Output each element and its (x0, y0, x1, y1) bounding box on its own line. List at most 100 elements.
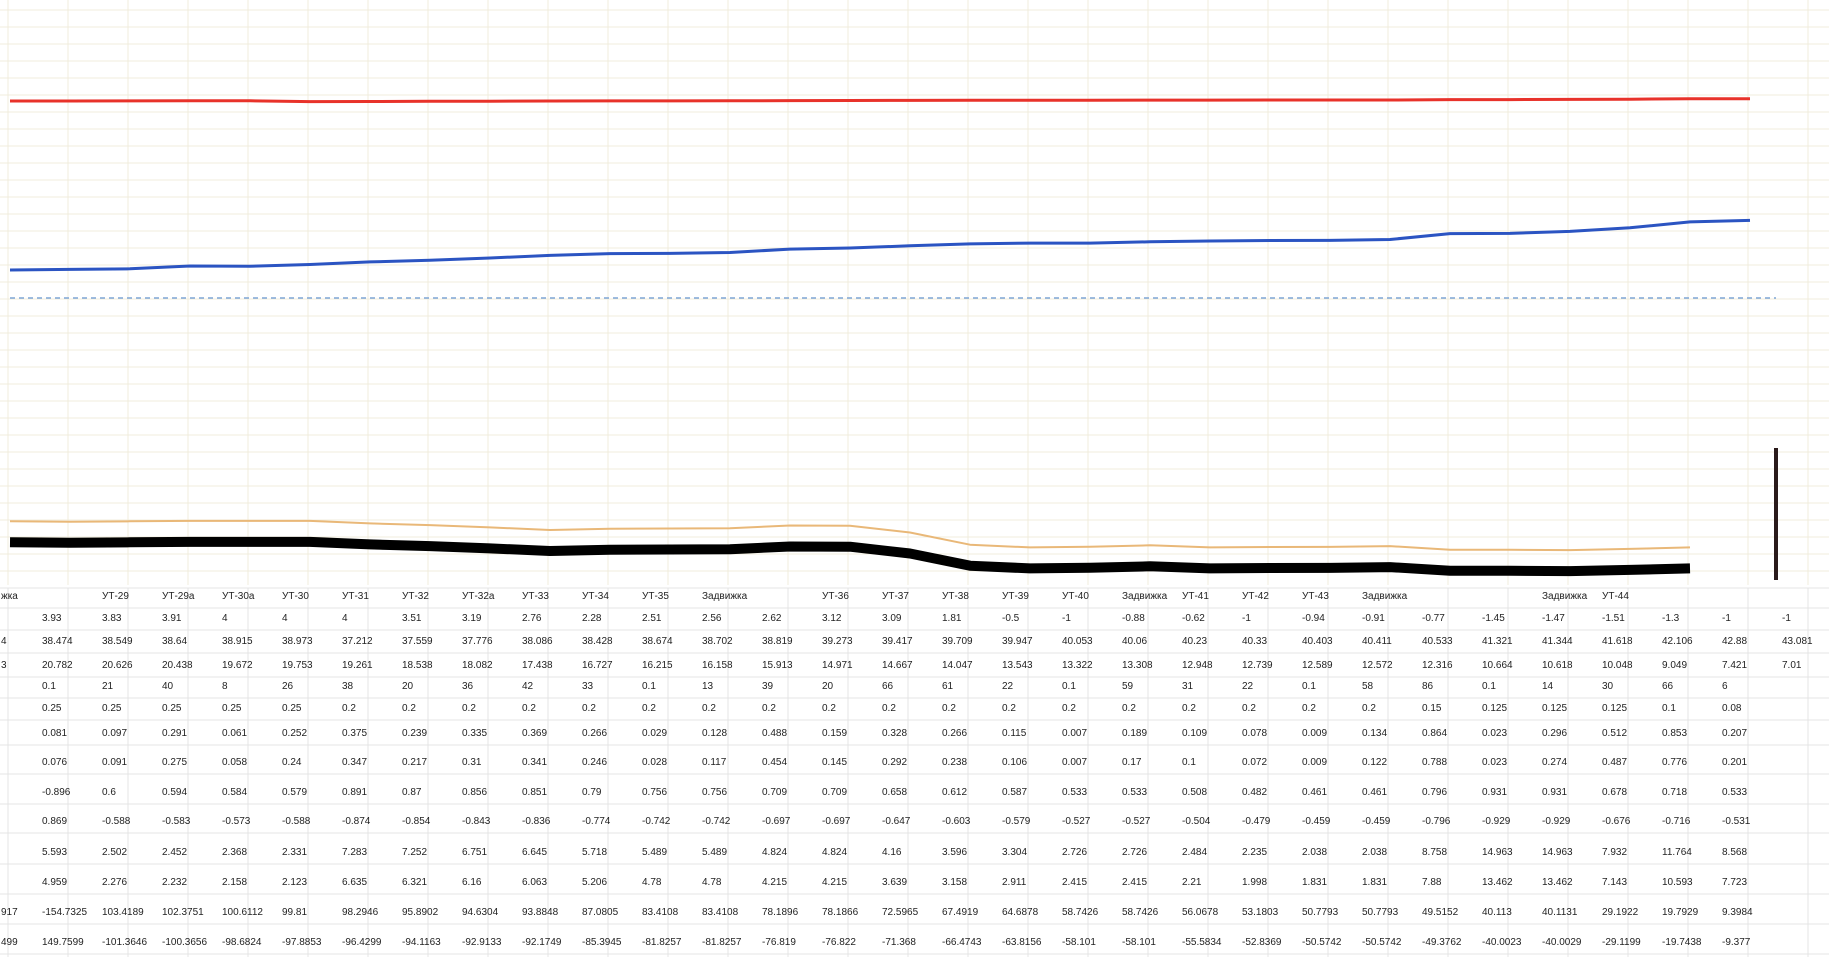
table-cell: 22 (1002, 681, 1014, 692)
table-cell: 40.403 (1302, 636, 1333, 647)
table-cell: 0.482 (1242, 787, 1267, 798)
table-cell: УТ-34 (582, 591, 609, 602)
table-cell: 1.81 (942, 613, 962, 624)
table-cell: 0.159 (822, 728, 847, 739)
table-cell: 50.7793 (1362, 907, 1399, 918)
table-cell: 20 (822, 681, 834, 692)
table-cell: 67.4919 (942, 907, 979, 918)
table-cell: -76.822 (822, 937, 856, 948)
table-cell: 2.21 (1182, 877, 1202, 888)
table-cell: 0.125 (1482, 703, 1507, 714)
table-cell: 2.51 (642, 613, 662, 624)
table-cell: 0.115 (1002, 728, 1027, 739)
table-cell: 0.512 (1602, 728, 1627, 739)
table-cell: -0.843 (462, 816, 491, 827)
table-cell: Задвижка (702, 591, 748, 602)
table-cell: -0.527 (1122, 816, 1151, 827)
table-cell: 40 (162, 681, 174, 692)
table-cell: 43.081 (1782, 636, 1813, 647)
table-cell: 5.593 (42, 847, 67, 858)
table-cell: 3.596 (942, 847, 967, 858)
table-cell: 29.1922 (1602, 907, 1639, 918)
table-cell: 3.19 (462, 613, 482, 624)
table-cell: 4 (342, 613, 348, 624)
table-cell: 21 (102, 681, 114, 692)
table-cell: -100.3656 (162, 937, 207, 948)
table-cell: 42.88 (1722, 636, 1747, 647)
table-cell: УТ-30 (282, 591, 309, 602)
table-cell: 0.853 (1662, 728, 1687, 739)
table-cell: 0.1 (42, 681, 56, 692)
table-cell: 20.626 (102, 660, 133, 671)
table-cell: 0.2 (1302, 703, 1316, 714)
table-cell: 20 (402, 681, 414, 692)
table-cell: -0.77 (1422, 613, 1445, 624)
table-cell: 13.462 (1542, 877, 1573, 888)
table-cell: 13.462 (1482, 877, 1513, 888)
table-cell: -1.45 (1482, 613, 1505, 624)
table-cell: 53.1803 (1242, 907, 1279, 918)
table-cell: 0.2 (1122, 703, 1136, 714)
table-cell: 86 (1422, 681, 1434, 692)
table-cell: 917 (1, 907, 18, 918)
table-cell: 13.322 (1062, 660, 1093, 671)
table-cell: 0.454 (762, 757, 787, 768)
table-cell: 0.275 (162, 757, 187, 768)
table-cell: 3.91 (162, 613, 182, 624)
table-cell: УТ-32 (402, 591, 429, 602)
table-cell: 0.2 (642, 703, 656, 714)
table-cell: 41.344 (1542, 636, 1573, 647)
table-cell: 18.538 (402, 660, 433, 671)
table-cell: 0.2 (522, 703, 536, 714)
table-cell: 0.106 (1002, 757, 1027, 768)
table-cell: -0.742 (642, 816, 671, 827)
table-cell: 0.587 (1002, 787, 1027, 798)
table-cell: 0.2 (1242, 703, 1256, 714)
table-cell: 4.215 (822, 877, 847, 888)
table-cell: 149.7599 (42, 937, 84, 948)
table-cell: 0.058 (222, 757, 247, 768)
table-cell: -0.573 (222, 816, 251, 827)
table-cell: 0.217 (402, 757, 427, 768)
table-cell: УТ-44 (1602, 591, 1629, 602)
table-cell: 0.292 (882, 757, 907, 768)
table-cell: 3.93 (42, 613, 62, 624)
table-cell: 0.461 (1302, 787, 1327, 798)
table-cell: УТ-43 (1302, 591, 1329, 602)
table-cell: 12.948 (1182, 660, 1213, 671)
table-cell: 0.266 (582, 728, 607, 739)
table-cell: 0.023 (1482, 757, 1507, 768)
table-cell: -0.796 (1422, 816, 1451, 827)
table-cell: 0.2 (882, 703, 896, 714)
table-cell: 66 (882, 681, 894, 692)
table-cell: 40.1131 (1542, 907, 1578, 918)
data-table: жка УТ-29 УТ-29а УТ-30а УТ-30 УТ-31 УТ-32 УТ-32… (0, 587, 1829, 957)
table-cell: 10.593 (1662, 877, 1693, 888)
table-cell: 2.726 (1122, 847, 1147, 858)
table-cell: 9.3984 (1722, 907, 1753, 918)
table-cell: 18.082 (462, 660, 493, 671)
table-cell: 2.502 (102, 847, 127, 858)
table-cell: 0.6 (102, 787, 116, 798)
table-cell: 14.047 (942, 660, 973, 671)
table-cell: 12.572 (1362, 660, 1393, 671)
table-cell: 14 (1542, 681, 1554, 692)
table-cell: 99.81 (282, 907, 307, 918)
table-cell: 42 (522, 681, 534, 692)
table-cell: 40.533 (1422, 636, 1453, 647)
table-cell: 0.1 (1482, 681, 1496, 692)
table-cell: -0.716 (1662, 816, 1691, 827)
table-cell: 56.0678 (1182, 907, 1219, 918)
table-cell: 61 (942, 681, 954, 692)
table-cell: 6.063 (522, 877, 547, 888)
table-cell: 6.635 (342, 877, 367, 888)
table-cell: -0.527 (1062, 816, 1091, 827)
table-cell: 0.25 (222, 703, 242, 714)
table-cell: 0.756 (702, 787, 727, 798)
table-cell: 0.658 (882, 787, 907, 798)
table-cell: 0.061 (222, 728, 247, 739)
table-cell: 0.24 (282, 757, 302, 768)
table-cell: 94.6304 (462, 907, 499, 918)
table-cell: 1.831 (1302, 877, 1327, 888)
table-cell: -0.874 (342, 816, 371, 827)
